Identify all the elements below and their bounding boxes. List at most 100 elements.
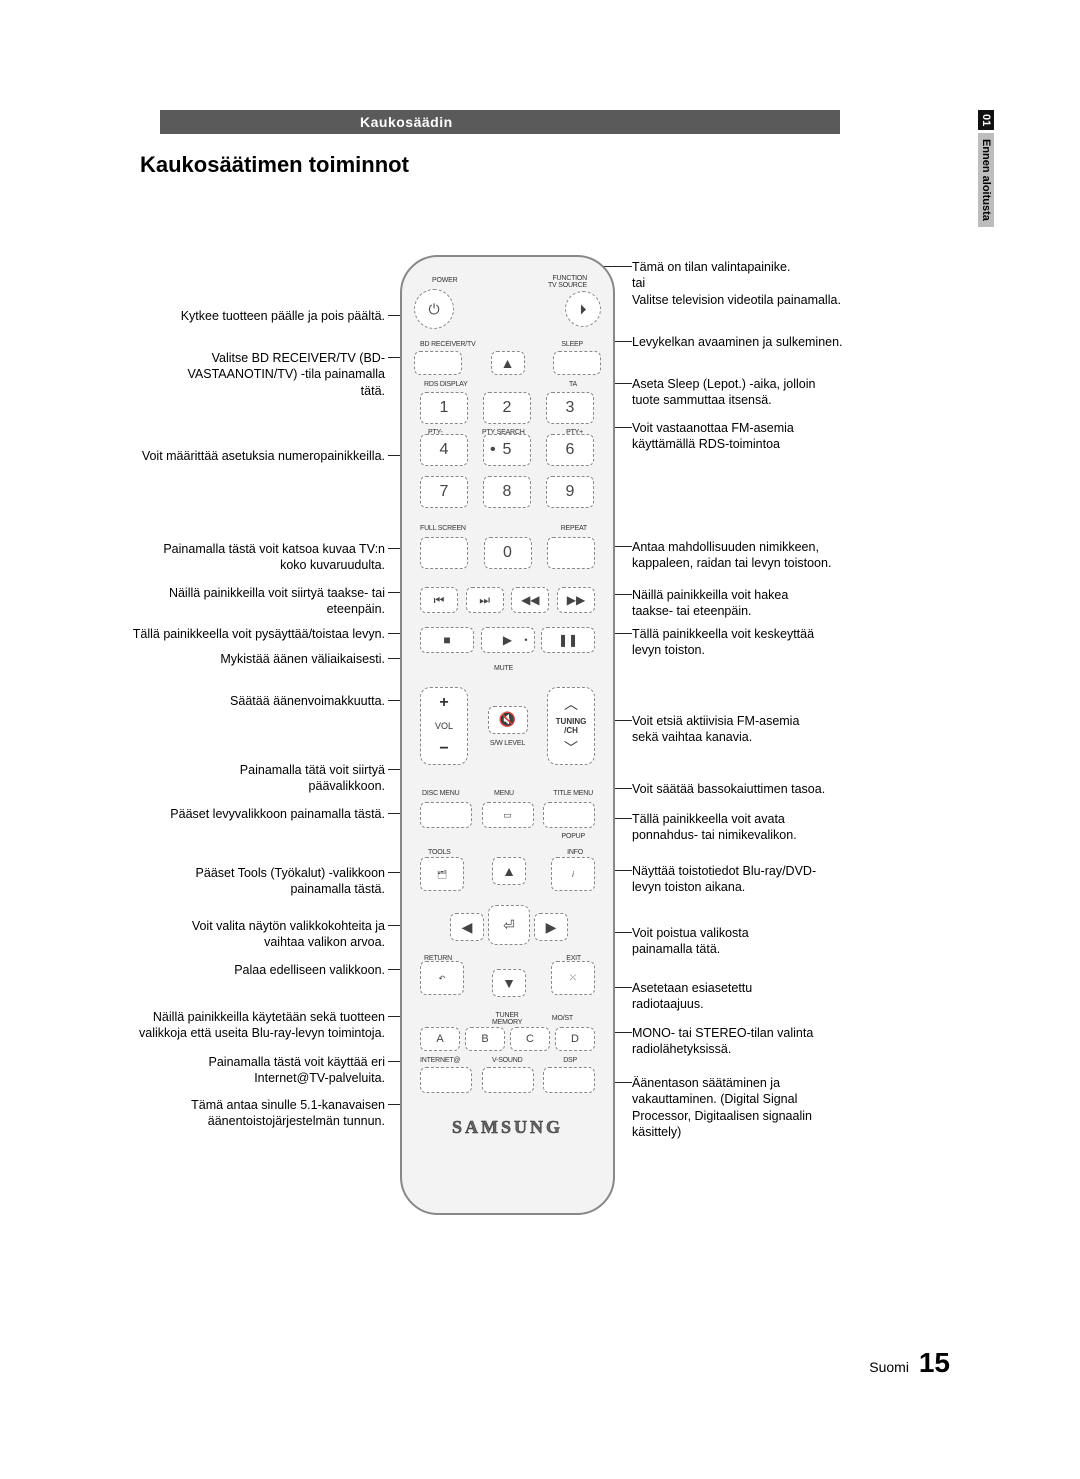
chapter-label: Ennen aloitusta: [978, 133, 994, 227]
left-callout-13: Näillä painikkeilla käytetään sekä tuott…: [100, 1009, 385, 1042]
pty-minus-label: PTY-: [428, 429, 443, 436]
left-callout-6: Mykistää äänen väliaikaisesti.: [100, 651, 385, 667]
play-button[interactable]: ▶•: [481, 627, 535, 653]
left-callout-11: Voit valita näytön valikkokohteita ja va…: [100, 918, 385, 951]
left-callout-1: Valitse BD RECEIVER/TV (BD- VASTAANOTIN/…: [100, 350, 385, 399]
left-callout-9: Pääset levyvalikkoon painamalla tästä.: [100, 806, 385, 822]
skip-back-button[interactable]: ⏮: [420, 587, 458, 613]
titlemenu-label: TITLE MENU: [553, 790, 593, 797]
titlemenu-button[interactable]: [543, 802, 595, 828]
repeat-label: REPEAT: [561, 525, 587, 532]
right-callout-11: Voit poistua valikosta painamalla tätä.: [632, 925, 882, 958]
num-0[interactable]: 0: [484, 537, 532, 569]
info-label: INFO: [567, 849, 583, 856]
ta-label: TA: [569, 381, 577, 388]
num-7[interactable]: 7: [420, 476, 468, 508]
color-a[interactable]: A: [420, 1027, 460, 1051]
eject-button[interactable]: ▲: [491, 351, 525, 375]
chapter-number: 01: [978, 110, 994, 130]
stop-button[interactable]: ■: [420, 627, 474, 653]
num-3[interactable]: 3: [546, 392, 594, 424]
source-button[interactable]: ⏵: [565, 291, 601, 327]
dpad-enter[interactable]: ⏎: [488, 905, 530, 945]
power-button[interactable]: ⏻: [414, 289, 454, 329]
return-label: RETURN: [424, 955, 452, 962]
brand-logo: SAMSUNG: [402, 1117, 613, 1138]
left-callout-0: Kytkee tuotteen päälle ja pois päältä.: [100, 308, 385, 324]
vsound-button[interactable]: [482, 1067, 534, 1093]
color-c[interactable]: C: [510, 1027, 550, 1051]
ffwd-button[interactable]: ▶▶: [557, 587, 595, 613]
sleep-label: SLEEP: [561, 341, 583, 348]
bdreceiver-button[interactable]: [414, 351, 462, 375]
num-6[interactable]: 6: [546, 434, 594, 466]
pause-button[interactable]: ❚❚: [541, 627, 595, 653]
power-label: POWER: [432, 277, 457, 284]
number-pad: 1 2 3 4 •5 6 7 8 9: [420, 392, 595, 508]
right-callout-6: Tällä painikkeella voit keskeyttää levyn…: [632, 626, 882, 659]
dsp-button[interactable]: [543, 1067, 595, 1093]
right-callout-2: Aseta Sleep (Lepot.) -aika, jolloin tuot…: [632, 376, 882, 409]
fullscreen-label: FULL SCREEN: [420, 525, 466, 532]
left-callout-15: Tämä antaa sinulle 5.1-kanavaisen äänent…: [100, 1097, 385, 1130]
num-5[interactable]: •5: [483, 434, 531, 466]
right-callout-9: Tällä painikkeella voit avata ponnahdus-…: [632, 811, 882, 844]
pty-plus-label: PTY+: [566, 429, 583, 436]
mute-button[interactable]: 🔇: [488, 706, 528, 734]
tools-label: TOOLS: [428, 849, 451, 856]
remote-body: POWER FUNCTION TV SOURCE ⏻ ⏵ BD RECEIVER…: [400, 255, 615, 1215]
right-callout-1: Levykelkan avaaminen ja sulkeminen.: [632, 334, 882, 350]
skip-fwd-button[interactable]: ⏭: [466, 587, 504, 613]
footer-lang: Suomi: [869, 1359, 909, 1375]
popup-label: POPUP: [561, 833, 585, 840]
left-callout-5: Tällä painikkeella voit pysäyttää/toista…: [100, 626, 385, 642]
num-1[interactable]: 1: [420, 392, 468, 424]
sleep-button[interactable]: [553, 351, 601, 375]
discmenu-button[interactable]: [420, 802, 472, 828]
right-callout-7: Voit etsiä aktiivisia FM-asemia sekä vai…: [632, 713, 882, 746]
function-label: FUNCTION TV SOURCE: [548, 275, 587, 289]
exit-label: EXIT: [566, 955, 581, 962]
num-4[interactable]: 4: [420, 434, 468, 466]
dsp-label: DSP: [563, 1057, 577, 1064]
rewind-button[interactable]: ◀◀: [511, 587, 549, 613]
right-callout-10: Näyttää toistotiedot Blu-ray/DVD- levyn …: [632, 863, 882, 896]
num-8[interactable]: 8: [483, 476, 531, 508]
footer-page: 15: [919, 1347, 950, 1378]
repeat-button[interactable]: [547, 537, 595, 569]
tuning-rocker[interactable]: ︿ TUNING /CH ﹀: [547, 687, 595, 765]
fullscreen-button[interactable]: [420, 537, 468, 569]
color-b[interactable]: B: [465, 1027, 505, 1051]
internet-label: INTERNET@: [420, 1057, 460, 1064]
rds-label: RDS DISPLAY: [424, 381, 468, 388]
volume-rocker[interactable]: + VOL −: [420, 687, 468, 765]
right-callout-12: Asetetaan esiasetettu radiotaajuus.: [632, 980, 882, 1013]
mute-label: MUTE: [494, 665, 513, 672]
page-footer: Suomi 15: [869, 1347, 950, 1379]
right-callout-5: Näillä painikkeilla voit hakea taakse- t…: [632, 587, 882, 620]
left-callout-3: Painamalla tästä voit katsoa kuvaa TV:n …: [100, 541, 385, 574]
internet-button[interactable]: [420, 1067, 472, 1093]
remote-diagram: Kytkee tuotteen päälle ja pois päältä. Va…: [100, 245, 980, 1295]
pty-search-label: PTY SEARCH: [482, 429, 525, 436]
left-callout-14: Painamalla tästä voit käyttää eri Intern…: [100, 1054, 385, 1087]
sw-label: S/W LEVEL: [490, 740, 525, 747]
right-callout-3: Voit vastaanottaa FM-asemia käyttämällä …: [632, 420, 882, 453]
vsound-label: V-SOUND: [492, 1057, 523, 1064]
left-callout-2: Voit määrittää asetuksia numeropainikkei…: [100, 448, 385, 464]
tuner-mem-label: TUNER MEMORY: [492, 1012, 522, 1026]
dpad-right[interactable]: ▶: [534, 913, 568, 941]
dpad-down[interactable]: ▼: [492, 969, 526, 997]
page-title: Kaukosäätimen toiminnot: [140, 152, 980, 178]
right-callout-0: Tämä on tilan valintapainike. tai Valits…: [632, 259, 882, 308]
left-callout-4: Näillä painikkeilla voit siirtyä taakse-…: [100, 585, 385, 618]
menu-button[interactable]: ▭: [482, 802, 534, 828]
menu-label: MENU: [494, 790, 514, 797]
dpad-up[interactable]: ▲: [492, 857, 526, 885]
num-9[interactable]: 9: [546, 476, 594, 508]
num-2[interactable]: 2: [483, 392, 531, 424]
left-callout-8: Painamalla tätä voit siirtyä päävalikkoo…: [100, 762, 385, 795]
left-callout-12: Palaa edelliseen valikkoon.: [100, 962, 385, 978]
dpad-left[interactable]: ◀: [450, 913, 484, 941]
color-d[interactable]: D: [555, 1027, 595, 1051]
